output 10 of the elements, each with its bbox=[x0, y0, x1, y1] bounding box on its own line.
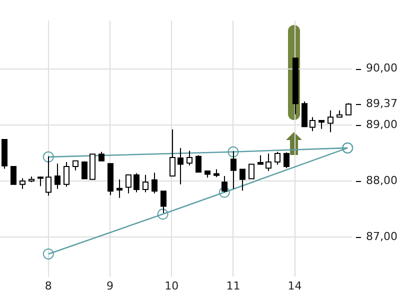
x-tick-label: 11 bbox=[226, 279, 240, 292]
x-tick-label: 14 bbox=[288, 279, 302, 292]
x-tick-label: 8 bbox=[44, 279, 52, 292]
x-tick-label: 9 bbox=[106, 279, 114, 292]
y-tick-label: 90,00 bbox=[366, 62, 398, 75]
y-tick-label: 89,37 bbox=[366, 97, 398, 110]
y-tick-label: 88,00 bbox=[366, 174, 398, 187]
x-tick-label: 10 bbox=[164, 279, 179, 292]
y-tick-label: 87,00 bbox=[366, 230, 398, 243]
y-tick-label: 89,00 bbox=[366, 118, 398, 131]
